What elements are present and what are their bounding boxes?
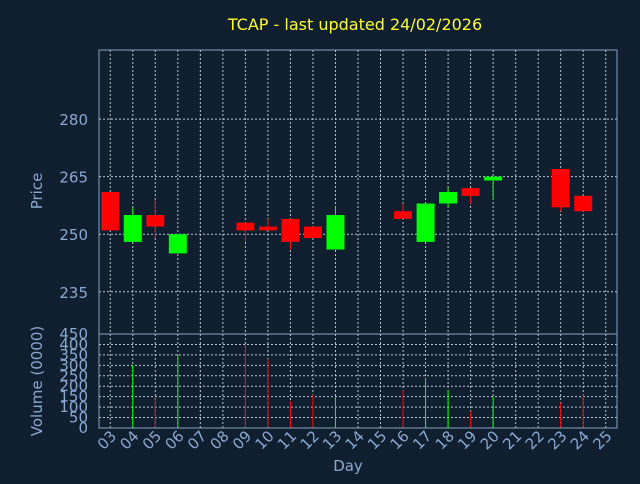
- candle-body: [123, 215, 142, 242]
- volume-tick-label: 50: [69, 409, 88, 427]
- candle-body: [394, 211, 413, 219]
- candle-body: [439, 192, 458, 204]
- volume-tick-label: 100: [59, 398, 88, 416]
- candle-body: [146, 215, 165, 227]
- volume-bars-layer: [132, 344, 584, 428]
- volume-axis-label: Volume (0000): [28, 326, 46, 436]
- price-tick-label: 250: [59, 226, 88, 244]
- candle-body: [416, 203, 435, 242]
- volume-tick-label: 0: [78, 419, 88, 437]
- volume-tick-label: 200: [59, 377, 88, 395]
- price-tick-label: 235: [59, 284, 88, 302]
- volume-tick-label: 350: [59, 346, 88, 364]
- price-grid: [99, 50, 617, 334]
- price-axis-label: Price: [28, 173, 46, 210]
- candle-body: [551, 168, 570, 208]
- candle-body: [281, 218, 300, 242]
- candle-body: [326, 215, 345, 250]
- volume-plot-frame: [98, 333, 618, 429]
- candle-body: [168, 234, 187, 254]
- price-tick-label: 265: [59, 169, 88, 187]
- candle-body: [258, 226, 277, 231]
- candle-body: [484, 176, 503, 181]
- volume-tick-label: 150: [59, 388, 88, 406]
- candle-body: [236, 222, 255, 231]
- volume-tick-label: 300: [59, 356, 88, 374]
- candles-layer: [101, 168, 593, 254]
- volume-tick-label: 250: [59, 367, 88, 385]
- candle-body: [101, 192, 120, 231]
- volume-tick-label: 450: [59, 325, 88, 343]
- candle-body: [461, 188, 480, 196]
- day-tick-label: 25: [589, 427, 615, 453]
- chart-title: TCAP - last updated 24/02/2026: [227, 15, 482, 34]
- day-axis-label: Day: [333, 457, 363, 475]
- volume-tick-label: 400: [59, 335, 88, 353]
- tick-labels-layer: 2352502652800501001502002503003504004500…: [59, 111, 615, 453]
- price-tick-label: 280: [59, 111, 88, 129]
- volume-grid: [99, 333, 617, 429]
- candle-body: [574, 195, 593, 212]
- candle-body: [303, 226, 322, 239]
